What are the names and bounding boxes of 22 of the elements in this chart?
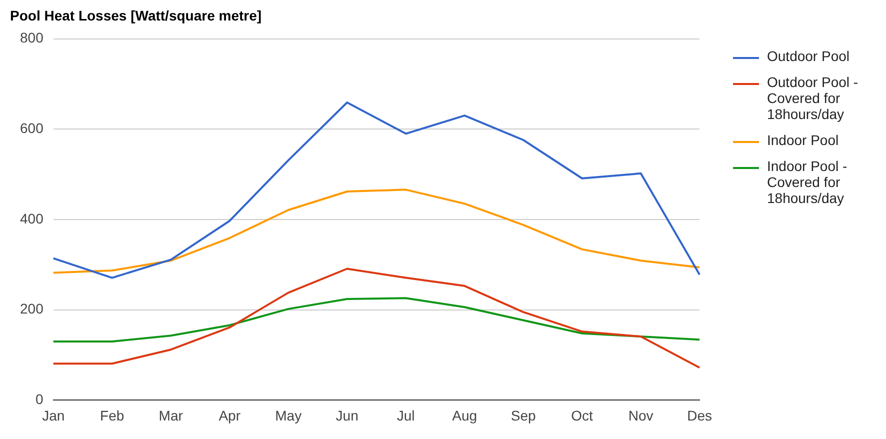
x-tick-label: May (275, 407, 302, 424)
y-tick-label: 200 (20, 300, 44, 317)
x-tick-label: Sep (510, 407, 536, 424)
x-tick-label: Oct (571, 407, 594, 424)
y-tick-label: 800 (20, 30, 44, 46)
legend-label: Outdoor Pool - Covered for 18hours/day (767, 74, 860, 122)
legend-label: Indoor Pool - Covered for 18hours/day (767, 158, 848, 206)
x-tick-label: Nov (628, 407, 654, 424)
y-tick-label: 400 (20, 210, 44, 226)
chart-title: Pool Heat Losses [Watt/square metre] (10, 7, 262, 24)
x-tick-label: Jul (396, 407, 415, 424)
x-tick-label: Aug (452, 407, 478, 424)
legend-label: Indoor Pool (767, 132, 839, 148)
x-tick-label: Jun (336, 407, 358, 424)
x-tick-label: Mar (158, 407, 184, 424)
y-tick-label: 600 (20, 120, 44, 136)
x-tick-label: Feb (100, 407, 124, 424)
x-tick-label: Apr (218, 407, 241, 424)
legend-label: Outdoor Pool (767, 48, 850, 64)
y-tick-label: 0 (36, 391, 44, 408)
x-tick-label: Jan (42, 407, 65, 424)
x-tick-label: Des (687, 407, 712, 424)
